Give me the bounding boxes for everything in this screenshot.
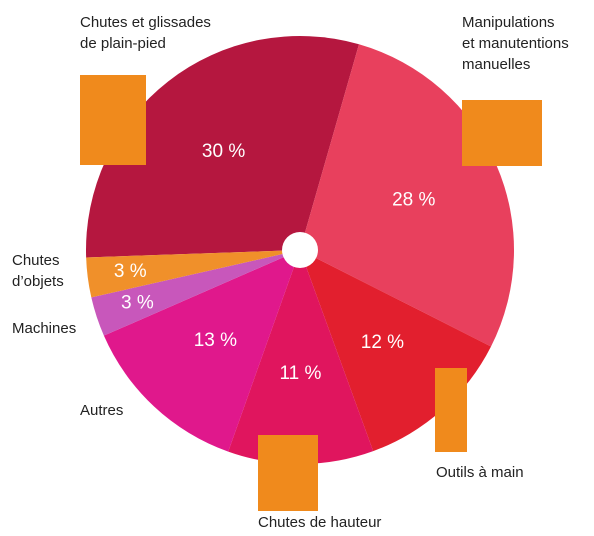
category-label: Chutes de hauteur — [258, 512, 381, 533]
chart: 30 % 28 % 12 % 11 % 13 % 3 % 3 % Chutes et gli… — [0, 0, 594, 536]
value-label: 3 % — [114, 261, 147, 282]
category-label: Machines — [12, 318, 76, 339]
icon — [258, 435, 318, 511]
category-label: Outils à main — [436, 462, 524, 483]
center-hole — [282, 232, 318, 268]
icon — [462, 100, 542, 166]
category-label: Chutes et glissades de plain-pied — [80, 12, 211, 54]
value-label: 3 % — [121, 292, 154, 313]
icon — [80, 75, 146, 165]
value-label: 11 % — [279, 363, 321, 384]
category-label: Chutes d’objets — [12, 250, 64, 292]
value-label: 28 % — [392, 189, 435, 210]
value-label: 12 % — [361, 332, 404, 353]
pie-chart: 30 % 28 % 12 % 11 % 13 % 3 % 3 % — [0, 0, 594, 536]
value-label: 13 % — [194, 330, 237, 351]
category-label: Manipulations et manutentions manuelles — [462, 12, 569, 75]
value-label: 30 % — [202, 141, 245, 162]
icon — [435, 368, 467, 452]
category-label: Autres — [80, 400, 123, 421]
